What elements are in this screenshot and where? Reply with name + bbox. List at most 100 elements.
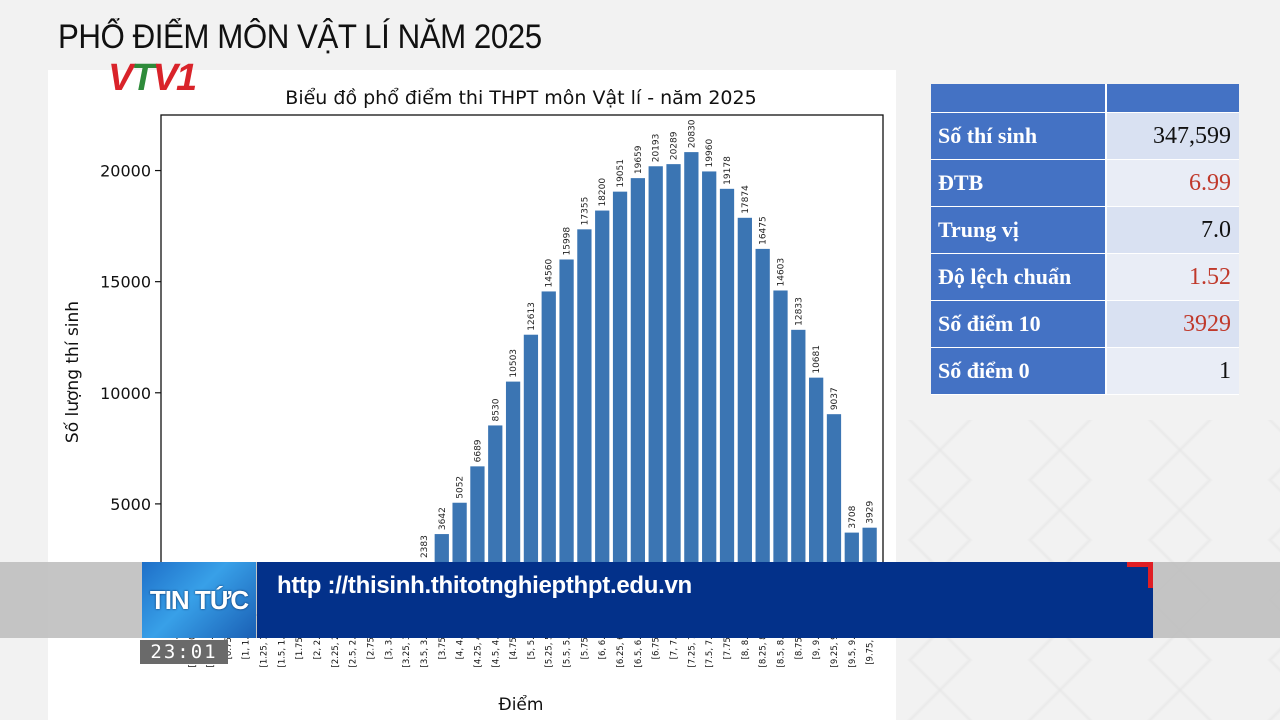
x-tick-label: [7.75, 8) bbox=[723, 623, 733, 659]
news-ticker: http ://thisinh.thitotnghiepthpt.edu.vn bbox=[257, 562, 1153, 638]
bar-value-label: 16475 bbox=[759, 216, 769, 245]
bar-value-label: 3708 bbox=[848, 505, 858, 528]
statistics-value: 7.0 bbox=[1107, 207, 1239, 253]
chart-bar bbox=[666, 164, 681, 615]
chart-bar bbox=[595, 210, 610, 616]
bar-value-label: 12613 bbox=[527, 302, 537, 331]
statistics-table-header bbox=[931, 84, 1239, 113]
x-tick-label: [2, 2.25) bbox=[313, 623, 323, 659]
statistics-row: ĐTB 6.99 bbox=[931, 160, 1239, 207]
chart-bar bbox=[559, 259, 574, 615]
x-tick-label: [1, 1.25) bbox=[242, 623, 252, 659]
bar-value-label: 15998 bbox=[563, 227, 573, 256]
statistics-table: Số thí sinh 347,599 ĐTB 6.99 Trung vị 7.0 Độ l… bbox=[931, 84, 1239, 395]
statistics-label: Độ lệch chuẩn bbox=[931, 254, 1107, 300]
x-tick-label: [3.5, 3.75) bbox=[420, 623, 430, 667]
x-tick-label: [1.75, 2) bbox=[295, 623, 305, 659]
vtv1-logo: VTV1 bbox=[108, 57, 197, 99]
chart-title: Biểu đồ phổ điểm thi THPT môn Vật lí - n… bbox=[285, 87, 756, 109]
bar-value-label: 3642 bbox=[438, 507, 448, 530]
bar-value-label: 8530 bbox=[491, 398, 501, 421]
statistics-row: Trung vị 7.0 bbox=[931, 207, 1239, 254]
tin-tuc-label: TIN TỨC bbox=[149, 584, 249, 615]
x-tick-label: [9.75, 10] bbox=[866, 623, 876, 665]
x-tick-label: [9.25, 9.5) bbox=[830, 623, 840, 667]
x-tick-label: [9, 9.25) bbox=[812, 623, 822, 659]
x-tick-label: [8.5, 8.75) bbox=[776, 623, 786, 667]
bar-value-label: 17874 bbox=[741, 185, 751, 214]
tin-tuc-logo: TIN TỨC bbox=[142, 562, 256, 638]
y-tick-label: 15000 bbox=[100, 273, 151, 292]
y-axis-label: Số lượng thí sinh bbox=[62, 301, 83, 443]
bar-value-label: 9037 bbox=[830, 387, 840, 410]
x-tick-label: [5, 5.25) bbox=[527, 623, 537, 659]
bar-value-label: 19960 bbox=[705, 139, 715, 168]
statistics-row: Số thí sinh 347,599 bbox=[931, 113, 1239, 160]
bar-value-label: 20830 bbox=[687, 119, 697, 148]
chart-bar bbox=[809, 377, 824, 615]
ticker-corner-accent bbox=[1127, 562, 1153, 588]
bar-value-label: 3929 bbox=[866, 501, 876, 524]
bar-value-label: 14560 bbox=[545, 259, 555, 288]
x-tick-label: [8.75, 9) bbox=[794, 623, 804, 659]
bar-value-label: 19659 bbox=[634, 145, 644, 174]
y-tick-label: 20000 bbox=[100, 162, 151, 181]
bar-value-label: 19051 bbox=[616, 159, 626, 188]
chart-bar bbox=[612, 191, 628, 615]
statistics-value: 6.99 bbox=[1107, 160, 1239, 206]
x-tick-label: [2.75, 3) bbox=[366, 623, 376, 659]
x-tick-label: [0.75, 1) bbox=[224, 623, 234, 659]
x-tick-label: [7.5, 7.75) bbox=[705, 623, 715, 667]
statistics-value: 1 bbox=[1107, 348, 1239, 394]
chart-bar bbox=[702, 171, 717, 615]
statistics-value: 347,599 bbox=[1107, 113, 1239, 159]
chart-bar bbox=[648, 166, 663, 615]
x-tick-label: [3.75, 4) bbox=[438, 623, 448, 659]
x-tick-label: [1.5, 1.75) bbox=[277, 623, 287, 667]
x-tick-label: [4.25, 4.5) bbox=[473, 623, 483, 667]
statistics-row: Số điểm 10 3929 bbox=[931, 301, 1239, 348]
page-headline: PHỔ ĐIỂM MÔN VẬT LÍ NĂM 2025 bbox=[58, 18, 542, 56]
chart-bar bbox=[541, 291, 556, 615]
chart-bar bbox=[630, 178, 646, 615]
x-tick-label: [5.25, 5.5) bbox=[545, 623, 555, 667]
x-tick-label: [5.5, 5.75) bbox=[563, 623, 573, 667]
broadcast-clock: 23:01 bbox=[140, 640, 228, 664]
chart-bar bbox=[755, 248, 770, 615]
bar-value-label: 20289 bbox=[670, 131, 680, 160]
x-tick-label: [8.25, 8.5) bbox=[759, 623, 769, 667]
chart-bar bbox=[505, 381, 521, 615]
chart-bar bbox=[773, 290, 788, 615]
bar-value-label: 14603 bbox=[776, 258, 786, 287]
bar-value-label: 17355 bbox=[580, 197, 590, 226]
statistics-value: 1.52 bbox=[1107, 254, 1239, 300]
statistics-label: Số điểm 10 bbox=[931, 301, 1107, 347]
x-tick-label: [3, 3.25) bbox=[384, 623, 394, 659]
y-tick-label: 5000 bbox=[110, 495, 151, 514]
bar-value-label: 6689 bbox=[473, 439, 483, 462]
x-tick-label: [7, 7.25) bbox=[670, 623, 680, 659]
chart-bar bbox=[737, 217, 752, 616]
statistics-row: Độ lệch chuẩn 1.52 bbox=[931, 254, 1239, 301]
statistics-label: Số thí sinh bbox=[931, 113, 1107, 159]
bar-value-label: 2383 bbox=[420, 535, 430, 558]
x-tick-label: [5.75, 6) bbox=[580, 623, 590, 659]
bar-value-label: 18200 bbox=[598, 178, 608, 207]
x-tick-label: [4.75, 5) bbox=[509, 623, 519, 659]
statistics-label: ĐTB bbox=[931, 160, 1107, 206]
chart-bar bbox=[791, 329, 806, 615]
x-tick-label: [8, 8.25) bbox=[741, 623, 751, 659]
x-tick-label: [3.25, 3.5) bbox=[402, 623, 412, 667]
x-tick-label: [2.25, 2.5) bbox=[331, 623, 341, 667]
bar-value-label: 19178 bbox=[723, 156, 733, 185]
x-axis-label: Điểm bbox=[499, 694, 544, 715]
bar-value-label: 12833 bbox=[794, 297, 804, 326]
x-tick-label: [1.25, 1.5) bbox=[260, 623, 270, 667]
bar-value-label: 5052 bbox=[456, 476, 466, 499]
x-tick-label: [6.5, 6.75) bbox=[634, 623, 644, 667]
y-tick-label: 10000 bbox=[100, 384, 151, 403]
x-tick-label: [4, 4.25) bbox=[456, 623, 466, 659]
x-tick-label: [4.5, 4.75) bbox=[491, 623, 501, 667]
chart-bar bbox=[719, 188, 735, 616]
chart-bar bbox=[523, 334, 539, 615]
